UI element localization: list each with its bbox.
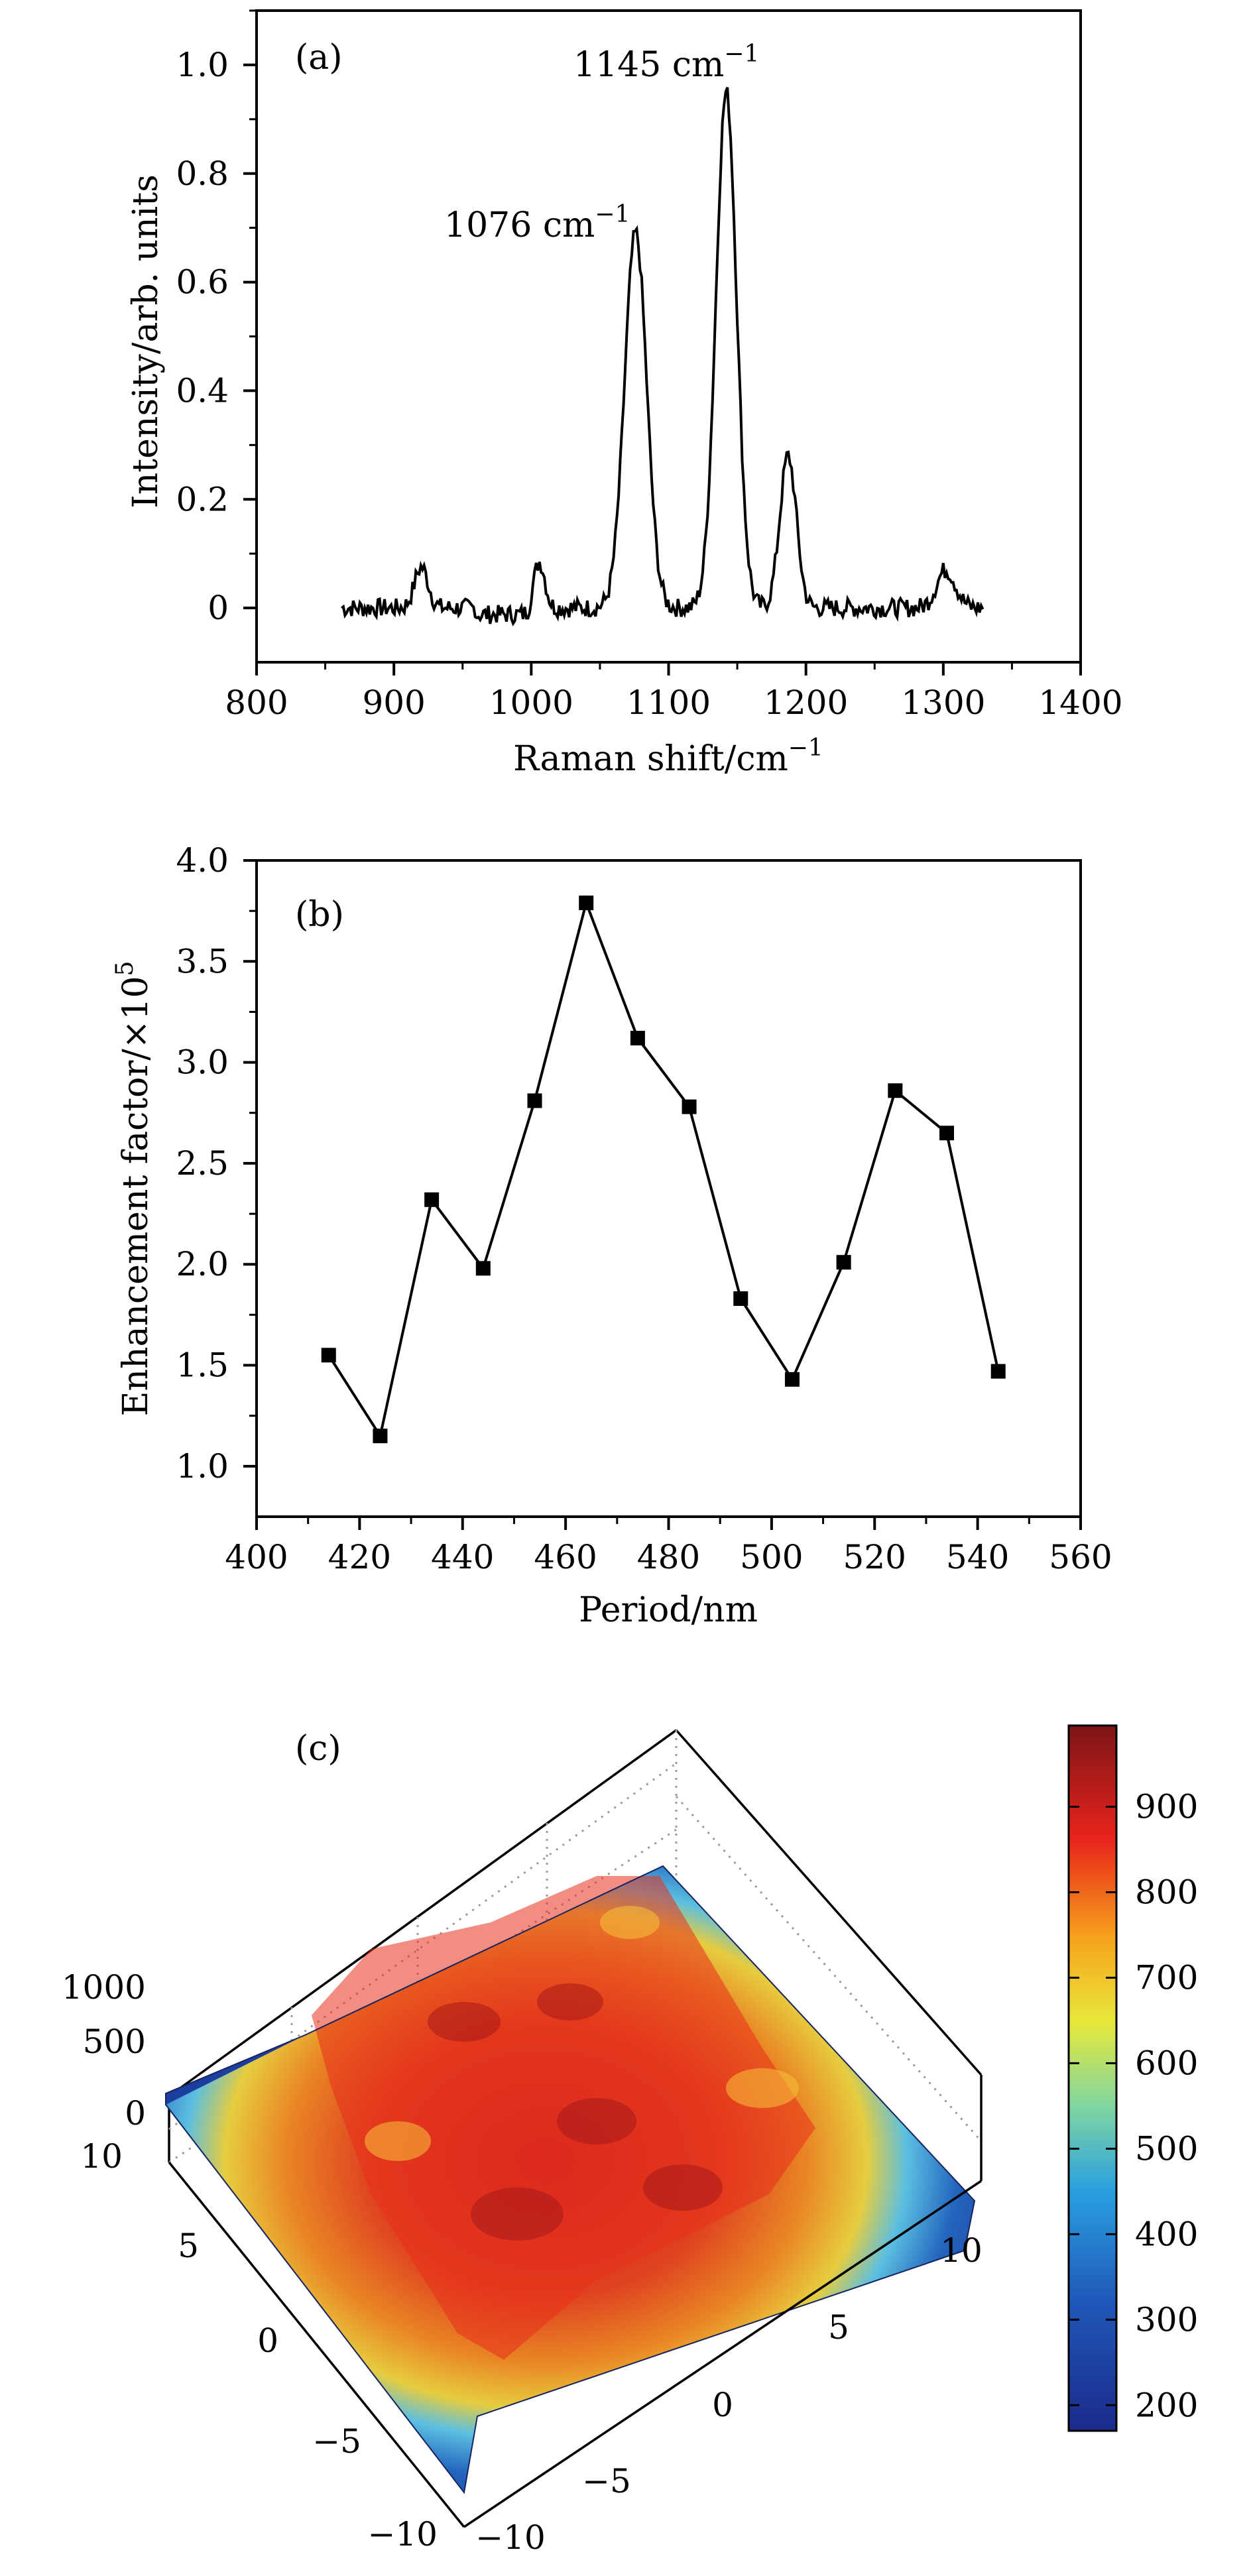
c-x-tick-label: −5 bbox=[582, 2462, 631, 2500]
b-x-tick-label: 440 bbox=[431, 1538, 494, 1576]
b-data-marker bbox=[321, 1348, 336, 1363]
c-panel-tag: (c) bbox=[295, 1729, 341, 1769]
b-data-marker bbox=[527, 1093, 542, 1108]
a-x-tick-label: 1100 bbox=[626, 683, 711, 722]
c-z-tick-label: 0 bbox=[125, 2094, 146, 2133]
b-series-line bbox=[328, 898, 1000, 1440]
c-y-tick-label: −10 bbox=[367, 2515, 438, 2553]
b-data-marker bbox=[836, 1255, 851, 1270]
a-y-tick-label: 0 bbox=[208, 589, 229, 627]
a-y-axis-title: Intensity/arb. units bbox=[126, 174, 166, 508]
b-x-tick-label: 520 bbox=[843, 1538, 906, 1576]
b-y-tick-label: 2.0 bbox=[176, 1245, 229, 1283]
b-data-marker bbox=[475, 1261, 491, 1276]
b-panel-tag: (b) bbox=[295, 895, 344, 935]
b-x-tick-label: 500 bbox=[740, 1538, 803, 1576]
a-x-tick-label: 1200 bbox=[764, 683, 848, 722]
a-y-tick-label: 0.8 bbox=[176, 154, 229, 193]
b-x-tick-label: 420 bbox=[328, 1538, 391, 1576]
c-y-tick-label: 0 bbox=[257, 2321, 278, 2360]
a-x-tick-label: 1300 bbox=[901, 683, 985, 722]
c-surface bbox=[165, 1865, 976, 2494]
b-data-marker bbox=[682, 1099, 697, 1114]
colorbar bbox=[1067, 1724, 1118, 2432]
b-y-tick-label: 4.0 bbox=[176, 841, 229, 880]
colorbar-tick-label: 400 bbox=[1135, 2215, 1198, 2253]
colorbar-tick-label: 900 bbox=[1135, 1788, 1198, 1826]
b-data-marker bbox=[733, 1291, 748, 1307]
c-y-tick-label: −5 bbox=[312, 2422, 361, 2461]
b-x-tick-label: 480 bbox=[637, 1538, 700, 1576]
b-x-tick-label: 460 bbox=[534, 1538, 597, 1576]
b-data-marker bbox=[990, 1364, 1006, 1379]
b-data-marker bbox=[939, 1126, 955, 1141]
colorbar-tick-label: 600 bbox=[1135, 2044, 1198, 2082]
b-y-tick-label: 1.0 bbox=[176, 1447, 229, 1486]
b-x-tick-label: 560 bbox=[1049, 1538, 1112, 1576]
a-spectrum-line bbox=[341, 87, 984, 626]
b-x-tick-label: 540 bbox=[946, 1538, 1009, 1576]
b-ticks: 400 420 440 460 480 500 520 540 560 1.0 1.5 2.0 2.5 3… bbox=[176, 841, 1112, 1576]
colorbar-tick-label: 700 bbox=[1135, 1958, 1198, 1997]
a-x-tick-label: 800 bbox=[225, 683, 288, 722]
panel-b: 400 420 440 460 480 500 520 540 560 1.0 1.5 2.0 2.5 3… bbox=[111, 841, 1112, 1630]
c-x-tick-label: 10 bbox=[940, 2231, 983, 2270]
a-ticks: 800 900 1000 1100 1200 1300 1400 0 0.2 0.4 0.6 0.8 1… bbox=[176, 9, 1123, 722]
c-x-tick-label: 5 bbox=[828, 2308, 849, 2347]
a-annotation-1145: 1145 cm−1 bbox=[573, 40, 759, 85]
a-panel-tag: (a) bbox=[295, 38, 343, 78]
c-x-tick-label: 0 bbox=[712, 2386, 733, 2424]
a-y-tick-label: 1.0 bbox=[176, 46, 229, 84]
colorbar-tick-label: 800 bbox=[1135, 1873, 1198, 1911]
a-x-tick-label: 1400 bbox=[1038, 683, 1122, 722]
a-annotation-1076: 1076 cm−1 bbox=[444, 201, 630, 245]
a-x-tick-label: 900 bbox=[362, 683, 425, 722]
b-data-marker bbox=[784, 1372, 800, 1387]
b-y-tick-label: 1.5 bbox=[176, 1346, 229, 1385]
a-y-tick-label: 0.4 bbox=[176, 371, 229, 410]
b-data-marker bbox=[630, 1031, 645, 1046]
c-z-tick-label: 1000 bbox=[62, 1968, 146, 2007]
b-data-marker bbox=[888, 1083, 903, 1098]
b-y-axis-title: Enhancement factor/×105 bbox=[111, 961, 156, 1417]
a-x-axis-title: Raman shift/cm−1 bbox=[513, 734, 823, 779]
c-y-tick-label: 5 bbox=[178, 2227, 199, 2265]
b-x-axis-title: Period/nm bbox=[579, 1590, 758, 1630]
b-y-tick-label: 3.5 bbox=[176, 942, 229, 980]
a-y-tick-label: 0.6 bbox=[176, 263, 229, 302]
c-box-front bbox=[168, 2161, 982, 2528]
b-data-marker bbox=[373, 1429, 388, 1444]
colorbar-tick-label: 200 bbox=[1135, 2386, 1198, 2424]
a-plot-frame bbox=[255, 9, 1082, 664]
b-y-tick-label: 3.0 bbox=[176, 1043, 229, 1082]
c-z-tick-label: 500 bbox=[83, 2022, 146, 2061]
b-data-marker bbox=[579, 895, 594, 910]
colorbar-ticks: 900 800 700 600 500 400 300 200 bbox=[1069, 1788, 1198, 2424]
b-y-tick-label: 2.5 bbox=[176, 1144, 229, 1183]
panel-a: 800 900 1000 1100 1200 1300 1400 0 0.2 0.4 0.6 0.8 1… bbox=[126, 9, 1123, 779]
b-x-tick-label: 400 bbox=[225, 1538, 288, 1576]
b-plot-frame bbox=[255, 859, 1082, 1518]
a-y-tick-label: 0.2 bbox=[176, 480, 229, 518]
b-data-marker bbox=[424, 1192, 440, 1207]
a-x-tick-label: 1000 bbox=[489, 683, 573, 722]
colorbar-tick-label: 300 bbox=[1135, 2300, 1198, 2339]
b-markers bbox=[321, 895, 1006, 1444]
colorbar-tick-label: 500 bbox=[1135, 2129, 1198, 2168]
c-y-tick-label: 10 bbox=[80, 2137, 123, 2176]
c-x-tick-label: −10 bbox=[475, 2518, 546, 2557]
